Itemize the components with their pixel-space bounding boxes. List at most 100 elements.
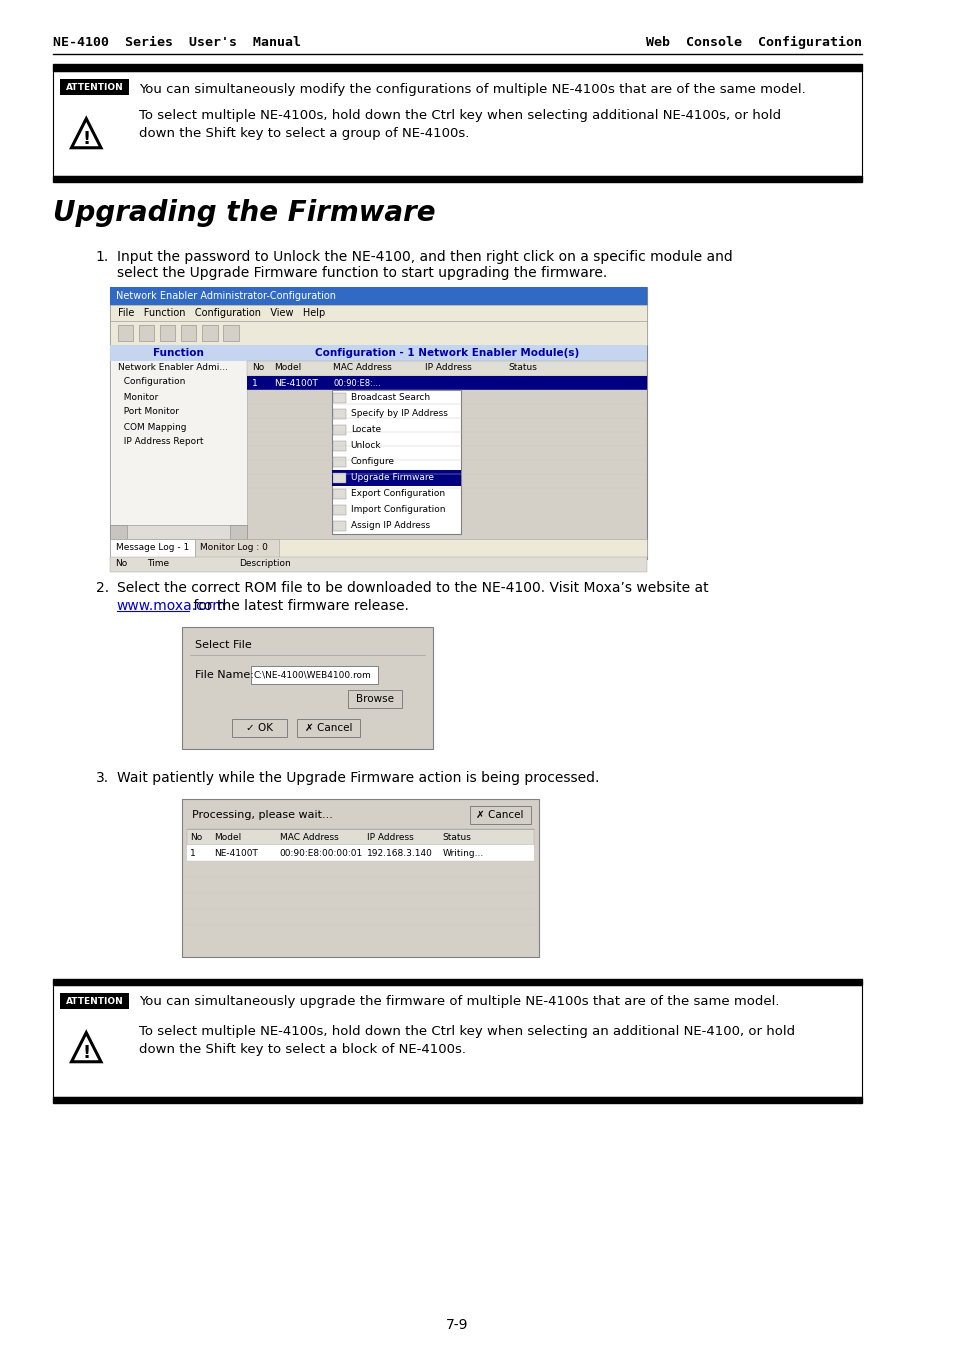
Text: Specify by IP Address: Specify by IP Address xyxy=(351,409,447,419)
Text: ✗ Cancel: ✗ Cancel xyxy=(305,723,352,734)
Text: 192.168.3.140: 192.168.3.140 xyxy=(367,848,433,858)
Text: Unlock: Unlock xyxy=(351,442,381,450)
Bar xyxy=(111,526,128,539)
Text: !: ! xyxy=(82,1044,91,1062)
Text: !: ! xyxy=(82,130,91,149)
Text: COM Mapping: COM Mapping xyxy=(118,423,186,431)
Bar xyxy=(139,326,154,340)
Bar xyxy=(223,326,238,340)
Text: for the latest firmware release.: for the latest firmware release. xyxy=(189,598,409,613)
Bar xyxy=(334,440,346,451)
Text: MAC Address: MAC Address xyxy=(334,363,392,373)
Bar xyxy=(52,176,861,182)
Text: ✗ Cancel: ✗ Cancel xyxy=(476,811,523,820)
Text: 00:90:E8:00:00:01: 00:90:E8:00:00:01 xyxy=(279,848,363,858)
Bar xyxy=(111,286,646,559)
Text: NE-4100T: NE-4100T xyxy=(213,848,257,858)
Text: Web  Console  Configuration: Web Console Configuration xyxy=(645,35,861,49)
Bar xyxy=(334,457,346,467)
Text: 1.: 1. xyxy=(95,250,109,263)
Text: ✓ OK: ✓ OK xyxy=(246,723,273,734)
Bar xyxy=(52,1097,861,1102)
Text: Configure: Configure xyxy=(351,458,395,466)
Text: No: No xyxy=(190,832,202,842)
Text: Browse: Browse xyxy=(355,694,394,704)
Text: You can simultaneously modify the configurations of multiple NE-4100s that are o: You can simultaneously modify the config… xyxy=(139,84,805,96)
Text: Upgrade Firmware: Upgrade Firmware xyxy=(351,473,434,482)
Bar xyxy=(60,993,130,1009)
Text: Broadcast Search: Broadcast Search xyxy=(351,393,430,403)
Text: Select the correct ROM file to be downloaded to the NE-4100. Visit Moxa’s websit: Select the correct ROM file to be downlo… xyxy=(117,581,708,594)
Bar xyxy=(111,345,247,361)
Polygon shape xyxy=(71,119,101,147)
Bar xyxy=(111,286,646,305)
Text: Processing, please wait...: Processing, please wait... xyxy=(192,811,333,820)
Bar xyxy=(469,807,531,824)
Text: Network Enabler Administrator-Configuration: Network Enabler Administrator-Configurat… xyxy=(116,290,335,301)
Text: Export Configuration: Export Configuration xyxy=(351,489,444,499)
Bar xyxy=(118,326,133,340)
Bar xyxy=(334,393,346,403)
Bar xyxy=(187,844,534,861)
Text: Locate: Locate xyxy=(351,426,380,435)
Bar xyxy=(52,985,861,1097)
Text: Status: Status xyxy=(507,363,537,373)
Text: NE-4100T: NE-4100T xyxy=(274,378,317,388)
Text: C:\NE-4100\WEB4100.rom: C:\NE-4100\WEB4100.rom xyxy=(253,670,372,680)
Bar xyxy=(247,345,646,361)
Bar xyxy=(247,361,646,376)
Text: 1: 1 xyxy=(252,378,257,388)
Bar xyxy=(202,326,217,340)
Bar xyxy=(111,345,247,526)
Text: down the Shift key to select a block of NE-4100s.: down the Shift key to select a block of … xyxy=(139,1043,465,1055)
Text: No: No xyxy=(252,363,264,373)
Text: Function: Function xyxy=(153,349,204,358)
Text: Time: Time xyxy=(147,559,169,569)
Text: NE-4100  Series  User's  Manual: NE-4100 Series User's Manual xyxy=(52,35,300,49)
Text: Status: Status xyxy=(442,832,471,842)
Bar xyxy=(111,322,646,345)
Polygon shape xyxy=(71,1032,101,1062)
Bar xyxy=(160,326,175,340)
Text: To select multiple NE-4100s, hold down the Ctrl key when selecting additional NE: To select multiple NE-4100s, hold down t… xyxy=(139,109,781,123)
Text: Input the password to Unlock the NE-4100, and then right click on a specific mod: Input the password to Unlock the NE-4100… xyxy=(117,250,732,263)
Text: IP Address Report: IP Address Report xyxy=(118,438,203,446)
Bar xyxy=(52,72,861,176)
Text: Message Log - 1: Message Log - 1 xyxy=(116,543,189,553)
Bar xyxy=(332,390,460,534)
Text: Assign IP Address: Assign IP Address xyxy=(351,521,430,531)
Text: Model: Model xyxy=(213,832,241,842)
Text: 7-9: 7-9 xyxy=(445,1319,468,1332)
Bar xyxy=(111,539,194,557)
Bar xyxy=(111,305,646,322)
Bar xyxy=(247,376,646,390)
Text: down the Shift key to select a group of NE-4100s.: down the Shift key to select a group of … xyxy=(139,127,469,141)
Text: Monitor Log : 0: Monitor Log : 0 xyxy=(200,543,268,553)
Text: ATTENTION: ATTENTION xyxy=(66,997,124,1005)
Text: No: No xyxy=(115,559,127,569)
Text: Select File: Select File xyxy=(195,640,252,650)
Text: Writing...: Writing... xyxy=(442,848,483,858)
Bar xyxy=(232,719,287,738)
Bar xyxy=(334,489,346,499)
Text: File   Function   Configuration   View   Help: File Function Configuration View Help xyxy=(118,308,325,317)
Text: select the Upgrade Firmware function to start upgrading the firmware.: select the Upgrade Firmware function to … xyxy=(117,266,606,280)
Text: Configuration - 1 Network Enabler Module(s): Configuration - 1 Network Enabler Module… xyxy=(314,349,578,358)
Text: Description: Description xyxy=(239,559,291,569)
Text: www.moxa.com: www.moxa.com xyxy=(117,598,227,613)
Bar xyxy=(334,505,346,515)
Bar xyxy=(181,326,196,340)
Text: MAC Address: MAC Address xyxy=(279,832,338,842)
Bar xyxy=(334,473,346,484)
Bar xyxy=(251,666,377,684)
Bar xyxy=(334,521,346,531)
Bar xyxy=(111,539,646,557)
Bar xyxy=(182,798,538,957)
Text: Network Enabler Admi...: Network Enabler Admi... xyxy=(118,362,228,372)
Text: IP Address: IP Address xyxy=(367,832,414,842)
Text: IP Address: IP Address xyxy=(424,363,471,373)
Text: 00:90:E8:...: 00:90:E8:... xyxy=(334,378,381,388)
Bar xyxy=(52,979,861,985)
Bar xyxy=(230,526,247,539)
Text: Upgrading the Firmware: Upgrading the Firmware xyxy=(52,199,435,227)
